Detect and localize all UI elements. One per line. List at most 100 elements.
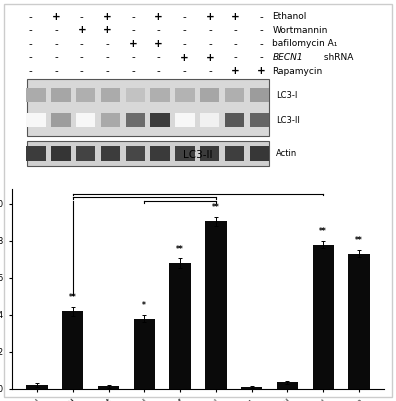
Text: -: -	[29, 53, 32, 63]
Bar	[169, 263, 191, 389]
Text: +: +	[206, 12, 214, 22]
Bar	[126, 113, 145, 128]
Text: +: +	[52, 12, 61, 22]
Text: -: -	[54, 39, 58, 49]
Bar	[250, 113, 269, 128]
Text: -: -	[183, 39, 186, 49]
Text: +: +	[103, 25, 112, 35]
Bar	[225, 146, 244, 161]
Text: Actin: Actin	[276, 149, 297, 158]
Bar	[126, 88, 145, 102]
Text: **: **	[176, 245, 184, 254]
Bar	[101, 113, 120, 128]
Text: -: -	[259, 39, 263, 49]
Text: Ethanol: Ethanol	[272, 12, 307, 21]
Text: +: +	[231, 66, 240, 76]
Text: Rapamycin: Rapamycin	[272, 67, 323, 76]
Text: *: *	[143, 301, 146, 310]
Bar	[150, 88, 170, 102]
Bar	[175, 146, 195, 161]
Text: +: +	[180, 53, 189, 63]
Text: +: +	[103, 12, 112, 22]
Text: LC3-I: LC3-I	[276, 91, 297, 99]
Text: +: +	[154, 39, 163, 49]
Text: -: -	[29, 39, 32, 49]
Text: -: -	[208, 39, 212, 49]
Text: -: -	[183, 12, 186, 22]
Text: -: -	[157, 25, 161, 35]
Text: -: -	[183, 66, 186, 76]
Bar	[101, 146, 120, 161]
Text: **: **	[212, 203, 220, 212]
Bar	[200, 113, 219, 128]
Text: -: -	[234, 25, 238, 35]
Text: -: -	[80, 53, 84, 63]
Bar	[150, 113, 170, 128]
Bar	[76, 113, 95, 128]
Bar	[348, 254, 370, 389]
Text: -: -	[54, 66, 58, 76]
Text: -: -	[131, 53, 135, 63]
Text: +: +	[154, 12, 163, 22]
Bar	[200, 146, 219, 161]
Text: -: -	[54, 25, 58, 35]
Bar	[98, 386, 119, 389]
Bar	[175, 113, 195, 128]
Text: +: +	[206, 53, 214, 63]
Bar	[76, 146, 95, 161]
Title: LC3-II: LC3-II	[183, 150, 213, 160]
Text: -: -	[54, 53, 58, 63]
Bar	[51, 113, 70, 128]
Bar	[200, 88, 219, 102]
Text: -: -	[131, 66, 135, 76]
Bar	[175, 88, 195, 102]
Text: +: +	[77, 25, 86, 35]
Text: -: -	[234, 39, 238, 49]
Text: +: +	[257, 66, 266, 76]
Bar	[205, 221, 227, 389]
Text: +: +	[231, 12, 240, 22]
Bar	[250, 146, 269, 161]
Bar	[27, 141, 269, 166]
Bar	[26, 385, 48, 389]
Text: **: **	[355, 237, 363, 245]
Bar	[27, 79, 269, 136]
Bar	[241, 387, 263, 389]
Bar	[27, 88, 46, 102]
Text: -: -	[29, 66, 32, 76]
Text: -: -	[80, 39, 84, 49]
Text: -: -	[208, 25, 212, 35]
Text: -: -	[131, 25, 135, 35]
Text: -: -	[80, 66, 84, 76]
Bar	[101, 88, 120, 102]
Bar	[51, 146, 70, 161]
Text: -: -	[259, 53, 263, 63]
Text: BECN1: BECN1	[272, 53, 303, 62]
Bar	[27, 113, 46, 128]
Text: -: -	[234, 53, 238, 63]
Text: **: **	[69, 293, 76, 302]
Text: **: **	[320, 227, 327, 236]
Bar	[150, 146, 170, 161]
Text: shRNA: shRNA	[321, 53, 353, 62]
Text: +: +	[129, 39, 137, 49]
Text: -: -	[183, 25, 186, 35]
Bar	[62, 311, 84, 389]
Text: -: -	[259, 25, 263, 35]
Text: bafilomycin A₁: bafilomycin A₁	[272, 39, 338, 49]
Bar	[250, 88, 269, 102]
Text: -: -	[157, 66, 161, 76]
Bar	[225, 113, 244, 128]
Bar	[27, 146, 46, 161]
Text: -: -	[208, 66, 212, 76]
Bar	[312, 245, 334, 389]
Text: Wortmannin: Wortmannin	[272, 26, 328, 35]
Text: -: -	[259, 12, 263, 22]
Text: -: -	[29, 25, 32, 35]
Text: -: -	[106, 53, 109, 63]
Bar	[225, 88, 244, 102]
Text: -: -	[80, 12, 84, 22]
Bar	[126, 146, 145, 161]
Text: -: -	[131, 12, 135, 22]
Bar	[76, 88, 95, 102]
